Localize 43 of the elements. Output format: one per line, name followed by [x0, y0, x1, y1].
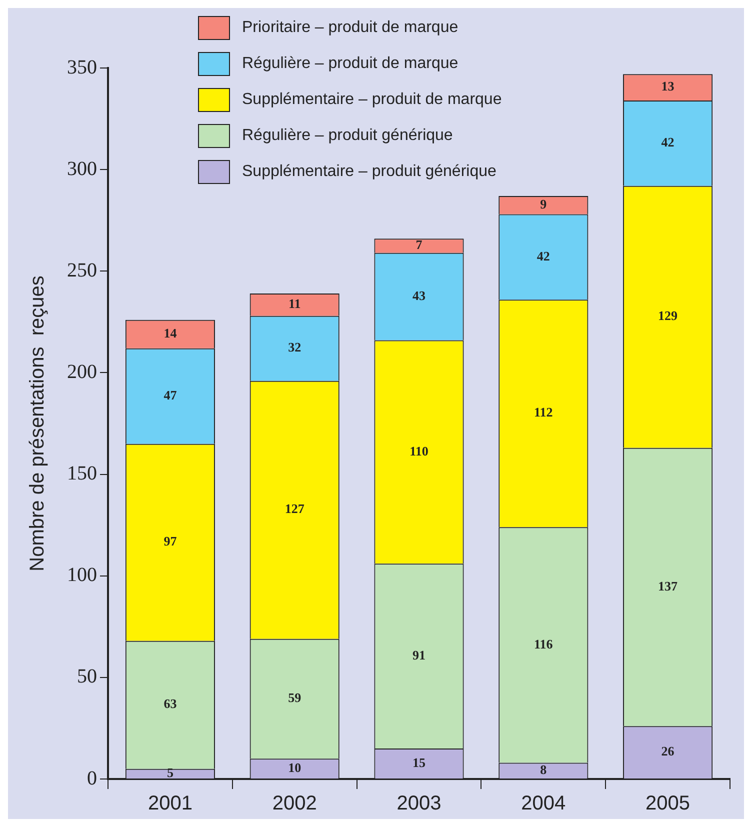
y-tick-label: 200 [67, 360, 97, 383]
data-label: 43 [412, 288, 426, 303]
x-tick-label: 2003 [396, 792, 442, 815]
x-tick-label: 2004 [521, 792, 566, 815]
data-label: 10 [288, 760, 302, 775]
data-label: 110 [410, 443, 428, 458]
legend-label: Régulière – produit générique [242, 127, 453, 145]
data-label: 32 [288, 340, 302, 355]
legend-label: Supplémentaire – produit générique [242, 163, 496, 181]
data-label: 59 [288, 690, 302, 706]
data-label: 15 [412, 754, 426, 770]
data-label: 11 [288, 296, 301, 312]
y-tick-label: 50 [77, 666, 97, 688]
data-label: 9 [540, 196, 548, 212]
data-label: 13 [661, 78, 675, 94]
data-label: 137 [658, 578, 678, 594]
y-tick-label: 150 [67, 462, 97, 485]
y-tick-label: 0 [87, 767, 97, 790]
data-label: 8 [540, 762, 548, 777]
data-label: 112 [534, 404, 553, 420]
x-tick-label: 2001 [148, 792, 192, 815]
data-label: 127 [284, 501, 305, 516]
x-tick-label: 2002 [272, 792, 317, 815]
y-tick-label: 250 [67, 259, 97, 282]
data-label: 63 [164, 696, 178, 712]
legend-label: Supplémentaire – produit de marque [242, 91, 502, 109]
y-tick-label: 350 [67, 56, 97, 78]
data-label: 91 [412, 647, 426, 662]
legend-label: Régulière – produit de marque [242, 55, 458, 73]
data-label: 26 [661, 744, 675, 759]
data-label: 14 [164, 325, 178, 340]
data-label: 129 [658, 308, 678, 324]
data-label: 7 [416, 237, 423, 252]
data-label: 47 [164, 387, 178, 402]
data-label: 42 [536, 248, 550, 264]
data-label: 42 [661, 134, 674, 150]
y-axis-title: Nombre de présentations reçues [26, 276, 49, 572]
data-label: 116 [534, 636, 554, 652]
legend-label: Prioritaire – produit de marque [242, 19, 458, 37]
x-tick-label: 2005 [646, 792, 690, 815]
y-tick-label: 100 [67, 564, 97, 586]
data-label: 97 [164, 534, 178, 549]
y-tick-label: 300 [67, 158, 97, 180]
